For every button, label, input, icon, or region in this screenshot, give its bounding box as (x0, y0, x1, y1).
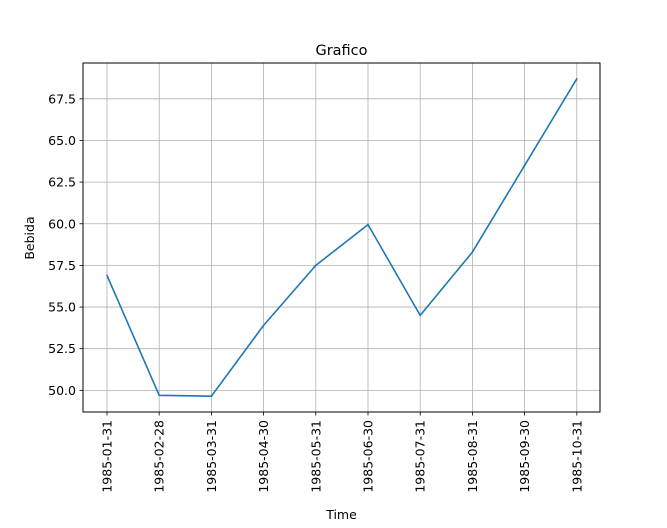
x-tick-label: 1985-09-30 (517, 420, 532, 493)
x-tick-label: 1985-07-31 (413, 420, 428, 493)
grid (83, 63, 600, 412)
y-tick-label: 55.0 (48, 300, 76, 315)
y-axis-label: Bebida (22, 216, 37, 259)
y-tick-label: 62.5 (48, 175, 76, 190)
plot-frame (82, 62, 601, 413)
x-tick-label: 1985-06-30 (361, 420, 376, 493)
y-tick-label: 65.0 (48, 133, 76, 148)
data-point (210, 395, 213, 397)
data-point (523, 164, 526, 167)
y-tick-label: 60.0 (48, 216, 76, 231)
y-tick-label: 52.5 (48, 341, 76, 356)
x-tick-label: 1985-04-30 (256, 420, 271, 493)
x-tick-label: 1985-01-31 (100, 420, 115, 493)
x-axis-label: Time (325, 507, 357, 522)
data-point (576, 78, 578, 80)
chart-title: Grafico (315, 43, 367, 59)
y-tick-label: 57.5 (48, 258, 76, 273)
y-tick-label: 67.5 (48, 91, 76, 106)
data-point (158, 394, 160, 397)
x-tick-label: 1985-03-31 (204, 420, 219, 493)
series-layer (106, 78, 578, 397)
data-point (106, 274, 108, 277)
series-line (106, 78, 578, 397)
x-tick-label: 1985-08-31 (465, 420, 480, 493)
data-point (367, 223, 369, 226)
data-point (315, 264, 317, 267)
y-axis: 50.0 52.5 55.0 57.5 60.0 62.5 65.0 67.5 (48, 91, 83, 398)
x-tick-label: 1985-10-31 (569, 420, 584, 493)
x-tick-label: 1985-02-28 (152, 420, 167, 493)
data-point (471, 251, 474, 253)
y-tick-label: 50.0 (48, 383, 76, 398)
data-point (262, 324, 265, 327)
x-tick-label: 1985-05-31 (308, 420, 323, 493)
data-point (419, 314, 422, 317)
x-axis: 1985-01-31 1985-02-28 1985-03-31 1985-04-30… (100, 412, 584, 493)
